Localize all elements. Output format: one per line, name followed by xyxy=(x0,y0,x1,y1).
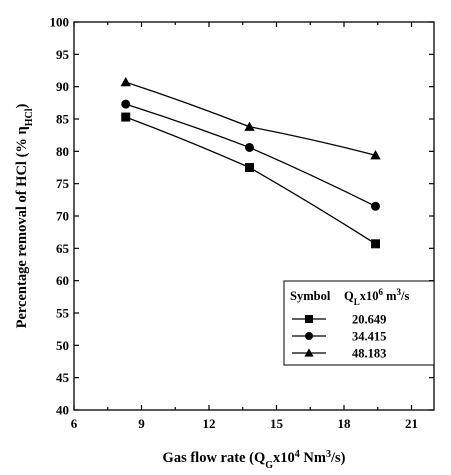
legend-label: 20.649 xyxy=(352,313,386,327)
marker-triangle xyxy=(120,76,131,87)
marker-square xyxy=(305,315,313,323)
marker-square xyxy=(371,239,380,249)
series-square xyxy=(121,112,380,249)
x-tick-label: 21 xyxy=(405,416,418,431)
x-tick-label: 9 xyxy=(138,416,145,431)
y-tick-label: 45 xyxy=(56,370,70,385)
x-tick-label: 18 xyxy=(338,416,352,431)
series-line xyxy=(125,103,376,207)
x-axis-ticks: 6 9 12 15 18 21 xyxy=(71,22,418,431)
y-axis-title: Percentage removal of HCl (% ηHCl) xyxy=(14,103,35,328)
legend-header-symbol: Symbol xyxy=(290,289,331,303)
y-tick-label: 90 xyxy=(56,79,69,94)
marker-triangle xyxy=(244,121,255,131)
legend-entry: 34.415 xyxy=(292,330,386,344)
marker-square xyxy=(121,112,131,122)
y-tick-label: 50 xyxy=(56,338,69,353)
y-tick-label: 75 xyxy=(56,176,70,191)
marker-circle xyxy=(305,332,313,340)
axes: 6 9 12 15 18 21 40 45 50 55 60 65 70 75 80 85 90 95 100 xyxy=(50,15,435,431)
marker-circle xyxy=(245,142,254,152)
x-tick-label: 12 xyxy=(203,416,216,431)
legend: Symbol QLx106 m3/s 20.649 34.415 48.183 xyxy=(283,280,435,366)
y-axis-ticks: 40 45 50 55 60 65 70 75 80 85 90 95 100 xyxy=(50,15,434,418)
marker-triangle xyxy=(370,150,381,160)
marker-circle xyxy=(371,201,380,211)
y-tick-label: 65 xyxy=(56,241,70,256)
legend-entry: 20.649 xyxy=(292,313,386,327)
y-tick-label: 70 xyxy=(56,209,69,224)
y-tick-label: 40 xyxy=(56,403,69,418)
legend-entry: 48.183 xyxy=(292,347,386,361)
legend-entries: 20.649 34.415 48.183 xyxy=(292,313,386,361)
y-tick-label: 55 xyxy=(56,306,70,321)
marker-circle xyxy=(121,99,131,109)
marker-triangle xyxy=(304,348,314,357)
x-tick-label: 6 xyxy=(71,416,78,431)
x-axis-title: Gas flow rate (QGx104 Nm3/s) xyxy=(163,449,346,471)
legend-label: 34.415 xyxy=(352,330,386,344)
marker-square xyxy=(245,163,254,172)
series-circle xyxy=(121,99,380,211)
series-line xyxy=(125,116,376,245)
series-triangle xyxy=(120,76,381,160)
y-tick-label: 60 xyxy=(56,273,69,288)
y-tick-label: 85 xyxy=(56,112,70,127)
legend-header-value: QLx106 m3/s xyxy=(344,287,410,307)
y-tick-label: 100 xyxy=(50,15,70,30)
y-tick-label: 80 xyxy=(56,144,69,159)
x-tick-label: 15 xyxy=(270,416,284,431)
y-tick-label: 95 xyxy=(56,47,70,62)
legend-label: 48.183 xyxy=(352,347,386,361)
series-group xyxy=(120,76,381,249)
